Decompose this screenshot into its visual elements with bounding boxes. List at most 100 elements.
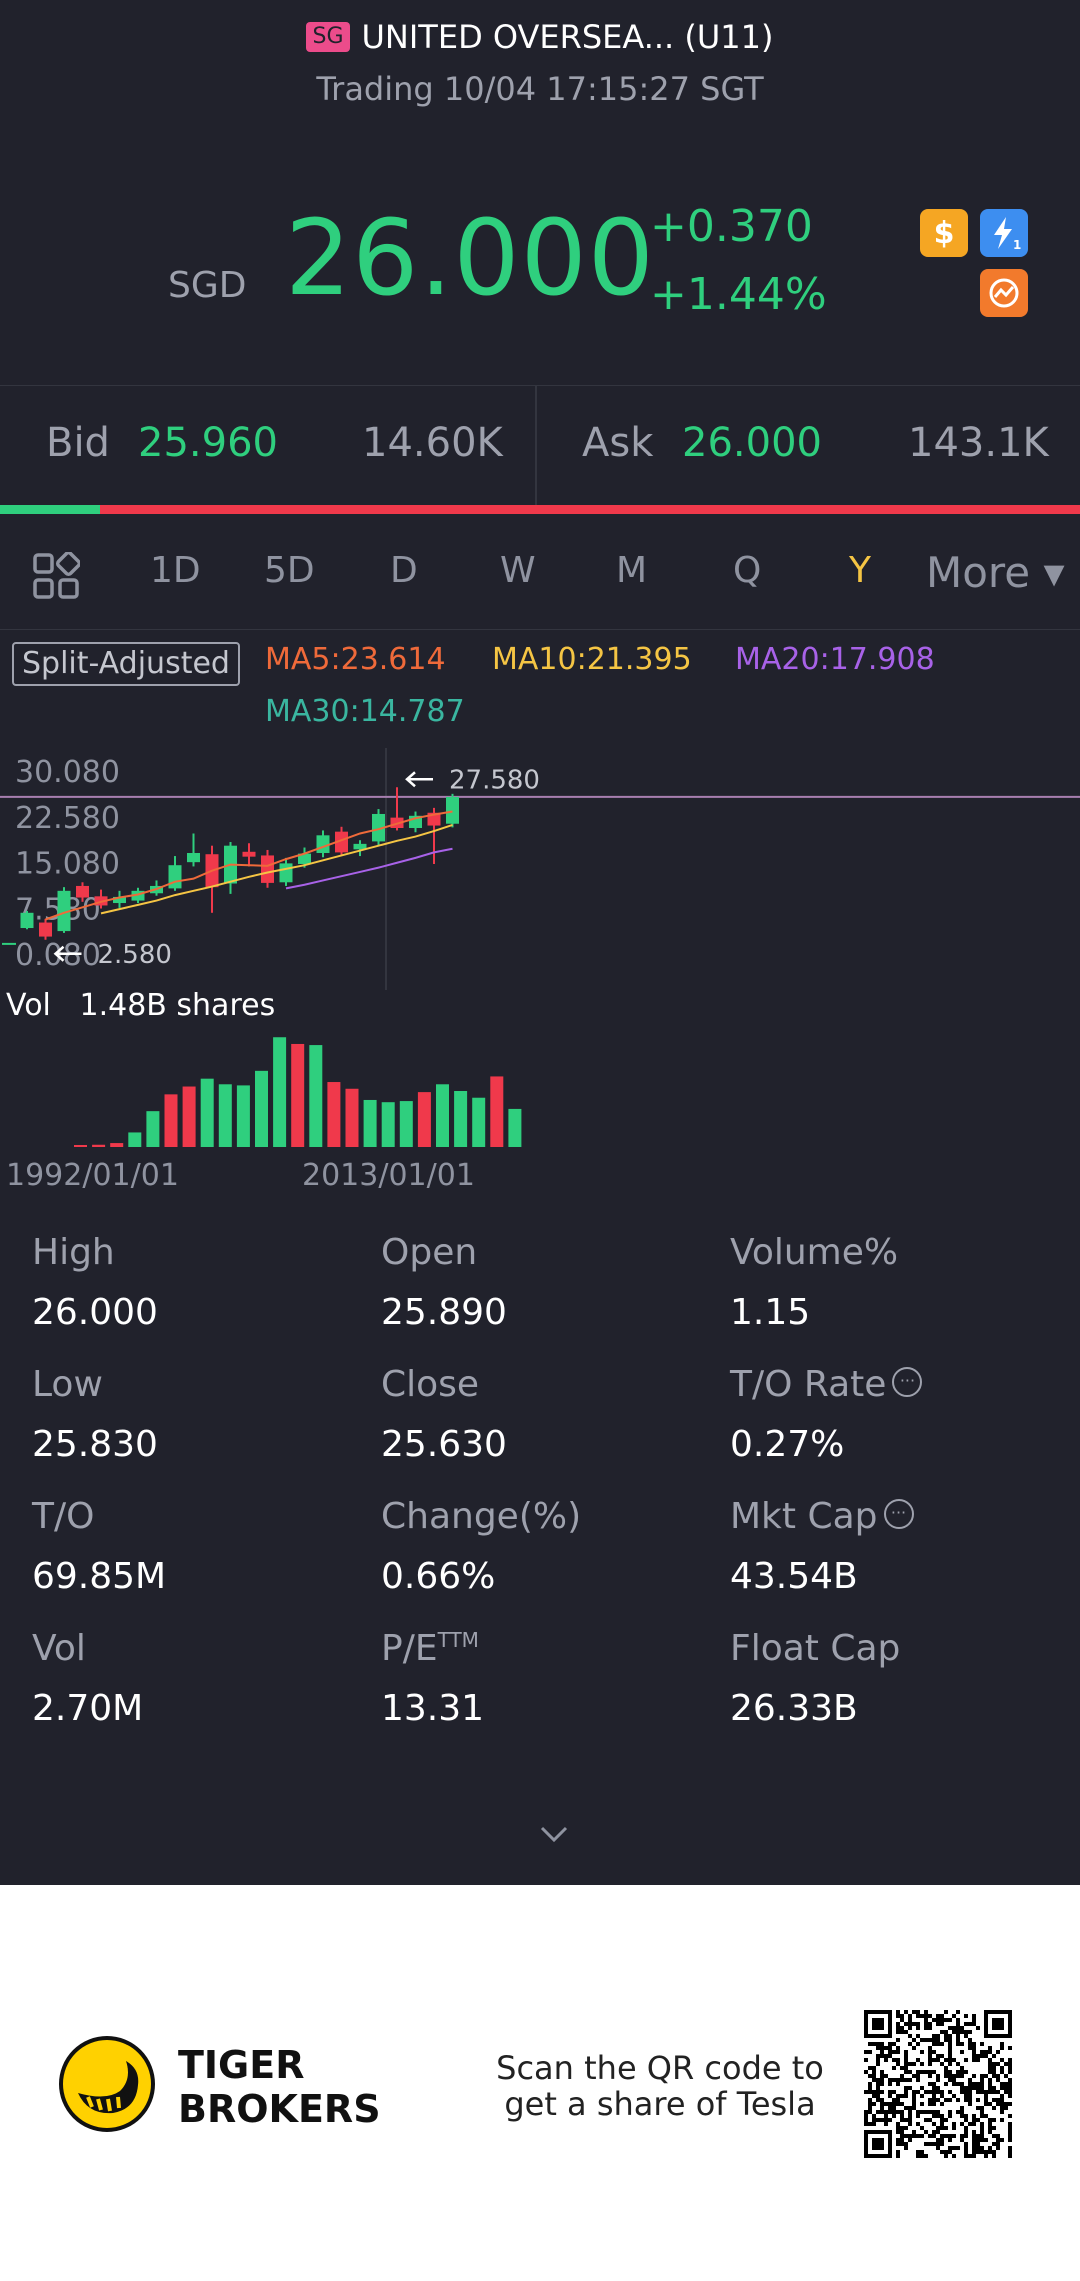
- tab-1d[interactable]: 1D: [150, 550, 201, 591]
- qr-module: [896, 2154, 900, 2158]
- qr-module: [872, 2090, 876, 2094]
- qr-module: [880, 2078, 884, 2082]
- qr-module: [972, 2150, 976, 2154]
- qr-module: [968, 2094, 972, 2098]
- qr-module: [992, 2154, 996, 2158]
- qr-module: [956, 2042, 960, 2046]
- qr-module: [896, 2058, 900, 2062]
- qr-module: [948, 2090, 952, 2094]
- tab-w[interactable]: W: [500, 550, 536, 591]
- qr-module: [904, 2030, 908, 2034]
- qr-module: [984, 2090, 988, 2094]
- qr-module: [916, 2026, 920, 2030]
- qr-module: [920, 2062, 924, 2066]
- candle-body: [187, 853, 200, 863]
- qr-module: [964, 2070, 968, 2074]
- qr-module: [876, 2110, 880, 2114]
- promo-banner: TIGER BROKERS Scan the QR code to get a …: [0, 1885, 1080, 2281]
- qr-module: [900, 2126, 904, 2130]
- stat-label-text: Mkt Cap: [730, 1496, 878, 1537]
- qr-module: [908, 2018, 912, 2022]
- tab-5d[interactable]: 5D: [264, 550, 315, 591]
- candle-body: [446, 796, 459, 824]
- qr-module: [960, 2114, 964, 2118]
- qr-module: [932, 2042, 936, 2046]
- qr-module: [900, 2078, 904, 2082]
- qr-module: [964, 2134, 968, 2138]
- qr-module: [988, 2090, 992, 2094]
- qr-module: [868, 2110, 872, 2114]
- qr-module: [996, 2098, 1000, 2102]
- tab-q[interactable]: Q: [733, 550, 762, 591]
- flash-icon[interactable]: 1: [980, 209, 1028, 257]
- qr-module: [924, 2026, 928, 2030]
- stat-label[interactable]: T/O Rate ···: [730, 1364, 923, 1405]
- quote-panel: SGD 26.000 +0.370 +1.44% $ 1: [0, 195, 1080, 335]
- qr-module: [928, 2070, 932, 2074]
- qr-module: [980, 2130, 984, 2134]
- volume-bar: [164, 1094, 178, 1147]
- qr-module: [988, 2130, 992, 2134]
- qr-module: [948, 2042, 952, 2046]
- tab-more[interactable]: More ▾: [926, 548, 1065, 597]
- bid-label: Bid: [46, 420, 110, 466]
- qr-module: [880, 2082, 884, 2086]
- qr-module: [892, 2114, 896, 2118]
- candle-body: [57, 890, 71, 932]
- qr-module: [988, 2086, 992, 2090]
- qr-module: [904, 2106, 908, 2110]
- qr-module: [936, 2110, 940, 2114]
- qr-module: [952, 2146, 956, 2150]
- dark-panel: [0, 0, 1080, 1885]
- stat-label[interactable]: Mkt Cap ···: [730, 1496, 914, 1537]
- dollar-icon[interactable]: $: [920, 209, 968, 257]
- qr-module: [872, 2102, 876, 2106]
- qr-module: [944, 2134, 948, 2138]
- qr-module: [876, 2082, 880, 2086]
- volume-bar: [182, 1086, 196, 1147]
- qr-module: [896, 2138, 900, 2142]
- qr-module: [880, 2110, 884, 2114]
- qr-module: [948, 2046, 952, 2050]
- stock-title[interactable]: SG UNITED OVERSEA... (U11): [0, 18, 1080, 56]
- qr-module: [936, 2098, 940, 2102]
- qr-module: [920, 2150, 924, 2154]
- dividend-icon[interactable]: [980, 269, 1028, 317]
- qr-module: [896, 2078, 900, 2082]
- qr-module: [912, 2094, 916, 2098]
- tab-y[interactable]: Y: [849, 550, 871, 591]
- bid-ask-bar[interactable]: Bid 25.960 14.60K Ask 26.000 143.1K: [0, 385, 1080, 508]
- qr-module: [988, 2146, 992, 2150]
- volume-bar: [200, 1078, 214, 1147]
- qr-code-icon[interactable]: [864, 2010, 1012, 2158]
- qr-module: [884, 2118, 888, 2122]
- split-adjusted-toggle[interactable]: Split-Adjusted: [12, 642, 240, 686]
- qr-module: [876, 2086, 880, 2090]
- qr-finder-center: [872, 2018, 884, 2030]
- tab-m[interactable]: M: [616, 550, 648, 591]
- volume-bar: [92, 1144, 106, 1147]
- tab-d[interactable]: D: [390, 550, 418, 591]
- qr-module: [972, 2054, 976, 2058]
- chevron-down-icon[interactable]: [536, 1822, 572, 1846]
- qr-module: [976, 2150, 980, 2154]
- qr-module: [1000, 2082, 1004, 2086]
- qr-module: [968, 2042, 972, 2046]
- qr-module: [944, 2034, 948, 2038]
- qr-module: [948, 2018, 952, 2022]
- more-info-icon[interactable]: ···: [883, 1499, 914, 1529]
- qr-module: [1000, 2070, 1004, 2074]
- more-info-icon[interactable]: ···: [892, 1367, 923, 1397]
- qr-module: [872, 2122, 876, 2126]
- candle-body: [242, 851, 256, 857]
- qr-module: [964, 2142, 968, 2146]
- chart-type-grid-icon[interactable]: [32, 552, 80, 600]
- qr-module: [984, 2054, 988, 2058]
- qr-module: [960, 2106, 964, 2110]
- qr-module: [896, 2022, 900, 2026]
- volume-chart[interactable]: [0, 1025, 560, 1150]
- qr-module: [924, 2154, 928, 2158]
- qr-module: [904, 2118, 908, 2122]
- qr-module: [924, 2010, 928, 2014]
